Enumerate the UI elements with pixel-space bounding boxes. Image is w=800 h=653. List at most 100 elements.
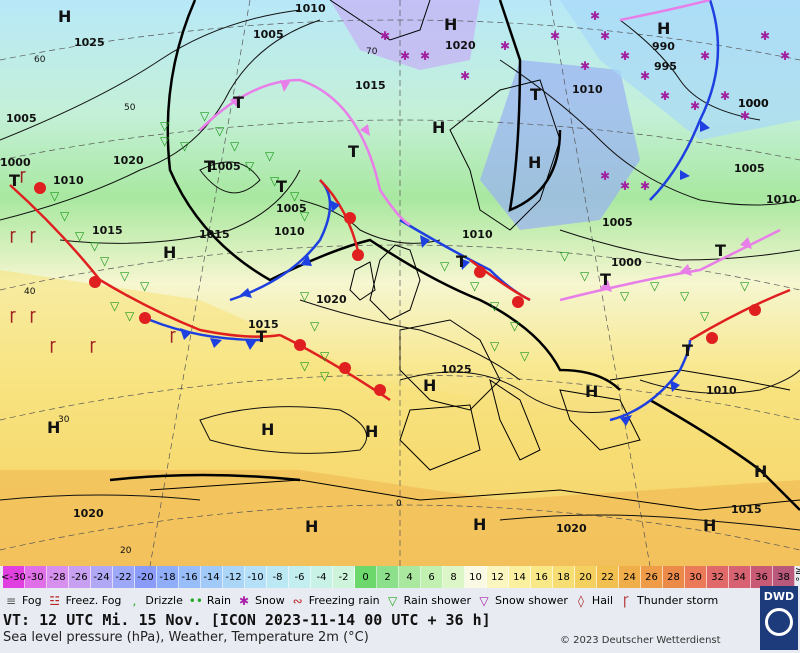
pressure-center: H [585,382,598,401]
pressure-center: H [365,422,378,441]
rain-shower-icon: ▽ [290,189,300,203]
pressure-center: T [456,252,467,271]
scale-swatch: -18 [157,566,179,588]
weather-map: ▽▽ ▽▽▽▽▽▽▽▽▽▽▽▽▽▽▽▽▽▽▽▽▽▽▽▽▽▽▽▽▽▽▽▽▽▽▽▽✱✱… [0,0,800,566]
rain-shower-icon: ▽ [160,134,170,148]
scale-swatch: -4 [311,566,333,588]
isobar-label: 1010 [706,384,737,397]
lat-label: 30 [58,415,70,425]
rain-shower-icon: ▽ [300,359,310,373]
weather-legend-item: •• Rain [188,590,231,612]
isobar-label: 1005 [253,28,284,41]
scale-swatch: -26 [69,566,91,588]
pressure-center: T [715,241,726,260]
isobar-label: 1020 [445,39,476,52]
scale-swatch: 36 [751,566,773,588]
scale-swatch: 28 [663,566,685,588]
weather-legend-label: Rain shower [403,594,472,607]
rain-shower-icon: ▽ [490,299,500,313]
scale-swatch: -20 [135,566,157,588]
pressure-center: T [348,142,359,161]
rain-shower-icon: ▽ [60,209,70,223]
rain-shower-icon: ▽ [650,279,660,293]
isobar-label: 990 [652,40,675,53]
rain-shower-icon: ▽ [265,149,275,163]
weather-legend-label: Drizzle [145,594,183,607]
thunderstorm-icon: Ꞅ [170,329,176,343]
snow-icon: ✱ [500,39,510,53]
copyright: © 2023 Deutscher Wetterdienst [560,635,721,646]
pressure-center: T [600,270,611,289]
isobars [0,9,800,531]
pressure-center: H [305,517,318,536]
isobar-label: 1020 [73,507,104,520]
pressure-center: H [47,418,60,437]
scale-swatch: 6 [421,566,443,588]
scale-swatch: 38 [773,566,795,588]
snow-icon: ✱ [600,29,610,43]
isobar-label: 1015 [731,503,762,516]
pressure-center: T [276,177,287,196]
weather-legend-item: ≡ Fog [3,590,42,612]
thunderstorm-icon: Ꞅ [30,229,36,243]
lat-label: 70 [366,47,378,57]
rain-shower-icon: ▽ [440,259,450,273]
coastlines [149,0,800,511]
scale-swatch: 12 [487,566,509,588]
scale-swatch: 10 [465,566,487,588]
weather-legend-label: Hail [591,594,614,607]
weather-legend-label: Snow [255,594,285,607]
isobar-label: 1005 [276,202,307,215]
scale-swatch: 24 [619,566,641,588]
weather-legend-item: ▽ Snow shower [476,590,568,612]
weather-legend: ≡ Fog ☳ Freez. Fog, Drizzle •• Rain ✱ Snow ∾ Freez… [3,590,723,612]
snow-icon: ✱ [380,29,390,43]
scale-swatch: -28 [47,566,69,588]
scale-swatch: 4 [399,566,421,588]
scale-swatch: -6 [289,566,311,588]
snow-icon: ✱ [400,49,410,63]
rain-shower-icon: ▽ [245,159,255,173]
rain-shower-icon: ▽ [490,339,500,353]
isobar-label: 1010 [572,83,603,96]
cold-front-russia [649,0,720,201]
warm-front-black-sea [689,288,791,342]
scale-swatch: -10 [245,566,267,588]
snow-icon: ✱ [580,59,590,73]
pressure-center: H [163,243,176,262]
rain-shower-icon: ▽ [620,289,630,303]
cold-area-russia [560,0,800,140]
warm-front-germany [469,258,531,302]
pressure-center: H [444,15,457,34]
lat-label: 40 [24,287,36,297]
rain-shower-icon: ▽ [90,239,100,253]
thunderstorm-icon: Ꞅ [90,339,96,353]
warm-front-atlantic [9,184,281,338]
hail-icon: ◊ [577,594,584,608]
snow-icon: ✱ [780,49,790,63]
pressure-center: T [233,93,244,112]
weather-legend-item: ☳ Freez. Fog [47,590,121,612]
occluded-front-east [559,228,781,302]
pressure-center: T [256,327,267,346]
thunderstorm-icon: Ꞅ [623,594,629,608]
isobar-label: 1010 [53,174,84,187]
weather-legend-label: Rain [206,594,232,607]
weather-legend-label: Snow shower [495,594,568,607]
rain-shower-icon: ▽ [300,289,310,303]
rain-shower-icon: ▽ [320,369,330,383]
pressure-center: T [9,171,20,190]
hot-area-africa [0,470,800,566]
scale-swatch: ≥40 °C [795,566,800,588]
pressure-center: H [528,153,541,172]
rain-shower-icon: ▽ [388,594,398,608]
temperature-scale: <-30 -30 -28 -26 -24 -22 -20 -18 -16 -14 -12 -10 -8-… [1,566,800,588]
isobar-label: 1000 [611,256,642,269]
scale-swatch: <-30 [1,566,26,588]
scale-swatch: -24 [91,566,113,588]
scale-swatch: 16 [531,566,553,588]
rain-shower-icon: ▽ [680,289,690,303]
snow-icon: ✱ [760,29,770,43]
cold-front-balkans [609,339,692,422]
